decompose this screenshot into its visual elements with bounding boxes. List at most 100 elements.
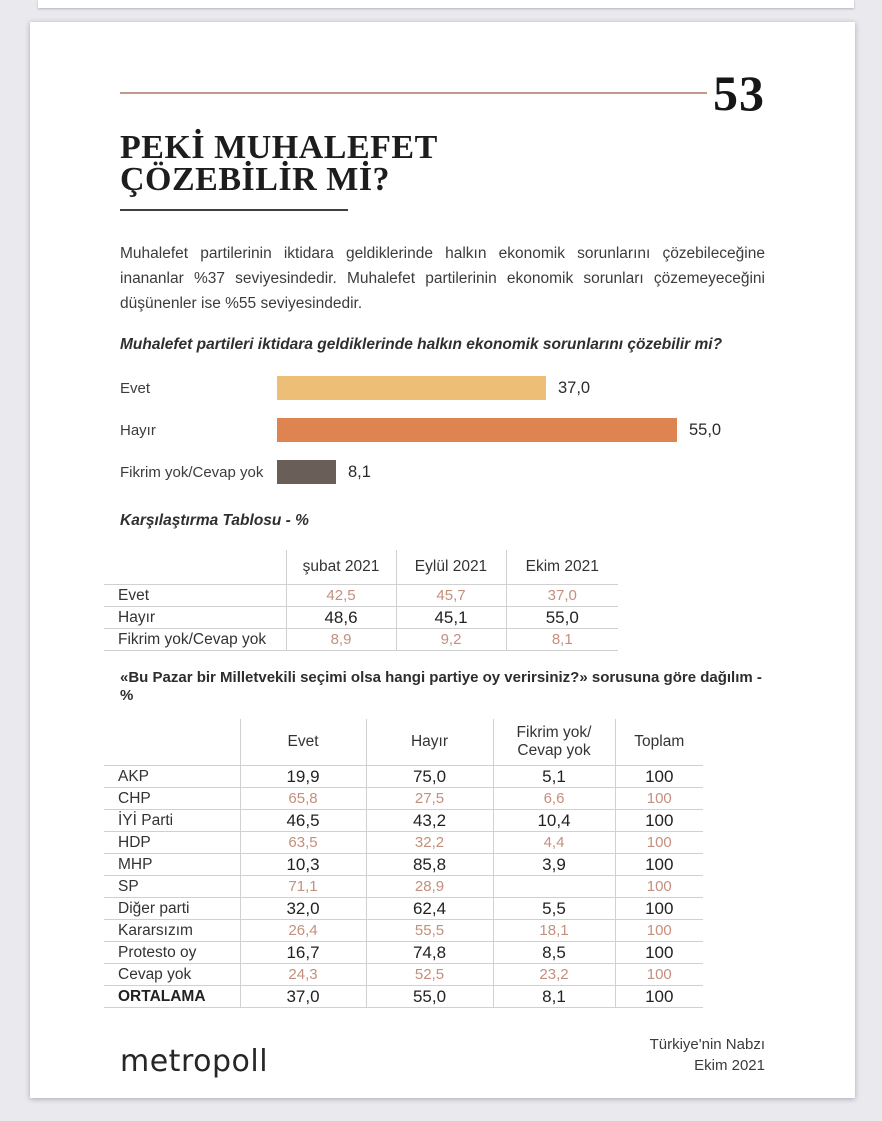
- cell-value: [493, 875, 616, 898]
- page-header: 53: [120, 68, 765, 118]
- page-title-line1: PEKİ MUHALEFET: [120, 129, 438, 166]
- bar-value: 55,0: [689, 420, 722, 439]
- survey-question: Muhalefet partileri iktidara geldiklerin…: [120, 336, 723, 353]
- row-label: MHP: [104, 853, 241, 876]
- cell-value: 23,2: [493, 963, 616, 986]
- column-header: Eylül 2021: [396, 550, 507, 585]
- column-header: Fikrim yok/ Cevap yok: [493, 719, 616, 766]
- cell-value: 55,5: [366, 919, 494, 942]
- cell-value: 43,2: [366, 809, 494, 832]
- column-header: Hayır: [366, 719, 494, 766]
- table-row: MHP 10,3 85,8 3,9 100: [104, 853, 703, 876]
- column-header: Toplam: [634, 733, 685, 750]
- table-row: Diğer parti 32,0 62,4 5,5 100: [104, 897, 703, 920]
- row-label: İYİ Parti: [104, 809, 241, 832]
- row-label: Evet: [104, 584, 287, 607]
- cell-value: 100: [615, 919, 703, 942]
- cell-value: 4,4: [493, 831, 616, 854]
- bar: [277, 460, 336, 484]
- cell-value: 8,1: [506, 628, 618, 651]
- cell-value: 75,0: [366, 765, 494, 788]
- cell-value: 27,5: [366, 787, 494, 810]
- cell-value: 100: [615, 897, 703, 920]
- table-row: Cevap yok 24,3 52,5 23,2 100: [104, 963, 703, 986]
- table-row: CHP 65,8 27,5 6,6 100: [104, 787, 703, 810]
- column-header: [104, 550, 287, 585]
- cell-value: 37,0: [506, 584, 618, 607]
- metropoll-logo: metropoll: [120, 1044, 269, 1079]
- cell-value: 85,8: [366, 853, 494, 876]
- row-label: Kararsızım: [104, 919, 241, 942]
- bar-value: 8,1: [348, 462, 371, 481]
- page-title: PEKİ MUHALEFET ÇÖZEBİLİR Mİ?: [120, 129, 765, 198]
- title-underline: [120, 209, 348, 211]
- cell-value: 6,6: [493, 787, 616, 810]
- column-header: Evet: [240, 719, 367, 766]
- cell-value: 74,8: [366, 941, 494, 964]
- cell-value: 55,0: [366, 985, 494, 1008]
- bar-row: Hayır 55,0: [120, 418, 765, 442]
- cell-value: 100: [615, 831, 703, 854]
- bar-row: Fikrim yok/Cevap yok 8,1: [120, 460, 765, 484]
- table-row: SP 71,1 28,9 100: [104, 875, 703, 898]
- row-label: Fikrim yok/Cevap yok: [104, 628, 287, 651]
- previous-page-edge: [38, 0, 854, 8]
- cell-value: 10,4: [493, 809, 616, 832]
- table-row: Hayır 48,6 45,1 55,0: [104, 606, 618, 629]
- cell-value: 100: [615, 941, 703, 964]
- answers-bar-chart: Evet 37,0 Hayır 55,0 Fikrim yok/Cevap yok 8,1: [120, 376, 765, 484]
- bar-category-label: Evet: [120, 379, 151, 397]
- table-row: Evet 42,5 45,7 37,0: [104, 584, 618, 607]
- header-rule-line: [120, 92, 707, 94]
- table-row: Protesto oy 16,7 74,8 8,5 100: [104, 941, 703, 964]
- cell-value: 100: [615, 787, 703, 810]
- cell-value: 26,4: [240, 919, 367, 942]
- party-breakdown-table: Evet Hayır Fikrim yok/ Cevap yok Toplam AKP 1…: [104, 719, 703, 1008]
- row-label: AKP: [104, 765, 241, 788]
- cell-value: 37,0: [240, 985, 367, 1008]
- cell-value: 8,5: [493, 941, 616, 964]
- footer-edition: Türkiye'nin Nabzı Ekim 2021: [650, 1034, 765, 1076]
- cell-value: 100: [615, 765, 703, 788]
- row-label: Cevap yok: [104, 963, 241, 986]
- table-row: Kararsızım 26,4 55,5 18,1 100: [104, 919, 703, 942]
- column-header: şubat 2021: [286, 550, 397, 585]
- cell-value: 100: [615, 875, 703, 898]
- row-label: Hayır: [104, 606, 287, 629]
- column-header: [104, 719, 241, 766]
- page-footer: metropoll Türkiye'nin Nabzı Ekim 2021: [120, 1034, 765, 1079]
- cell-value: 100: [615, 963, 703, 986]
- cell-value: 42,5: [286, 584, 397, 607]
- cell-value: 8,1: [493, 985, 616, 1008]
- bar: [277, 418, 677, 442]
- cell-value: 100: [615, 853, 703, 876]
- cell-value: 71,1: [240, 875, 367, 898]
- bar-category-label: Fikrim yok/Cevap yok: [120, 463, 264, 481]
- cell-value: 52,5: [366, 963, 494, 986]
- cell-value: 5,1: [493, 765, 616, 788]
- cell-value: 65,8: [240, 787, 367, 810]
- cell-value: 19,9: [240, 765, 367, 788]
- cell-value: 62,4: [366, 897, 494, 920]
- table-row: AKP 19,9 75,0 5,1 100: [104, 765, 703, 788]
- bar-category-label: Hayır: [120, 421, 156, 439]
- cell-value: 45,1: [396, 606, 507, 629]
- row-label: Diğer parti: [104, 897, 241, 920]
- table-row: HDP 63,5 32,2 4,4 100: [104, 831, 703, 854]
- footer-edition-line2: Ekim 2021: [694, 1057, 765, 1074]
- row-label: HDP: [104, 831, 241, 854]
- cell-value: 5,5: [493, 897, 616, 920]
- bar: [277, 376, 546, 400]
- page-title-line2: ÇÖZEBİLİR Mİ?: [120, 161, 391, 198]
- row-label: Protesto oy: [104, 941, 241, 964]
- footer-edition-line1: Türkiye'nin Nabzı: [649, 1036, 765, 1053]
- page-number: 53: [713, 65, 765, 121]
- cell-value: 10,3: [240, 853, 367, 876]
- row-label: ORTALAMA: [104, 985, 241, 1008]
- column-header: Ekim 2021: [525, 558, 599, 575]
- cell-value: 8,9: [286, 628, 397, 651]
- comparison-table-title: Karşılaştırma Tablosu - %: [120, 512, 309, 529]
- cell-value: 100: [615, 985, 703, 1008]
- cell-value: 9,2: [396, 628, 507, 651]
- cell-value: 45,7: [396, 584, 507, 607]
